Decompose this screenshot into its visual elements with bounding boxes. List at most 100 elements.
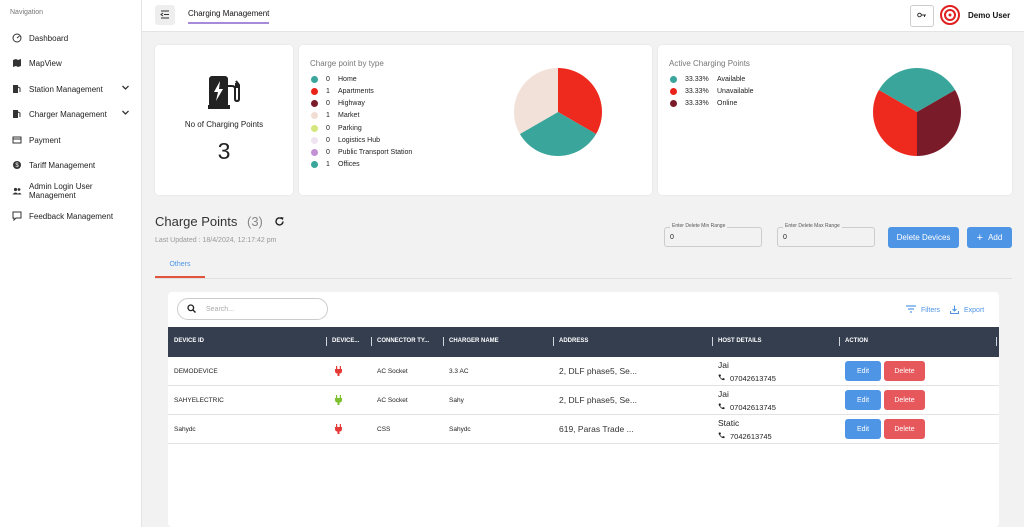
page-tab-charging-management[interactable]: Charging Management — [188, 9, 270, 24]
charger-name: 3.3 AC — [449, 368, 469, 375]
charging-points-label: No of Charging Points — [184, 120, 264, 129]
charger-icon — [12, 109, 22, 119]
type-pie-chart — [514, 68, 602, 156]
column-header-device-status[interactable]: DEVICE... — [332, 338, 360, 344]
chevron-down-icon[interactable] — [121, 108, 130, 119]
column-separator[interactable] — [326, 337, 327, 346]
legend-dot — [670, 76, 677, 83]
column-header-device-id[interactable]: DEVICE ID — [174, 338, 205, 344]
legend-item: 1 Offices — [311, 161, 360, 168]
active-charging-points-card: Active Charging Points 33.33% Available … — [658, 45, 1012, 195]
legend-dot — [311, 137, 318, 144]
legend-label: Public Transport Station — [338, 149, 413, 156]
charger-name: Sahydc — [449, 426, 471, 433]
edit-button[interactable]: Edit — [845, 390, 881, 410]
export-label: Export — [964, 307, 985, 314]
pie-slice-market — [514, 68, 558, 134]
charge-points-table-card: Search... Filters Export DEVICE ID DEVIC… — [168, 292, 999, 527]
delete-devices-button[interactable]: Delete Devices — [888, 227, 959, 248]
legend-item: 1 Apartments — [311, 88, 374, 95]
sidebar-item-payment[interactable]: Payment — [12, 133, 140, 147]
edit-button[interactable]: Edit — [845, 419, 881, 439]
gauge-icon — [12, 33, 22, 43]
sidebar-item-dashboard[interactable]: Dashboard — [12, 31, 140, 45]
sidebar-item-admin-login-user-management[interactable]: Admin Login User Management — [12, 182, 140, 200]
pie-slice-apartments — [558, 68, 602, 134]
legend-item: 0 Public Transport Station — [311, 149, 412, 156]
last-updated: Last Updated : 18/4/2024, 12:17:42 pm — [155, 237, 277, 244]
host-phone-number: 7042613745 — [730, 432, 772, 441]
table-header: DEVICE ID DEVICE... CONNECTOR TY... CHAR… — [168, 327, 999, 357]
sidebar-item-label: Dashboard — [29, 33, 69, 43]
user-name[interactable]: Demo User — [968, 11, 1011, 20]
column-separator[interactable] — [996, 337, 997, 346]
column-separator[interactable] — [553, 337, 554, 346]
search-input[interactable]: Search... — [177, 298, 328, 320]
column-header-action[interactable]: ACTION — [845, 338, 868, 344]
sidebar-item-feedback-management[interactable]: Feedback Management — [12, 209, 140, 223]
table-row[interactable]: DEMODEVICE AC Socket 3.3 AC 2, DLF phase… — [168, 357, 999, 386]
pie-slice-unavailable — [873, 90, 917, 156]
card-icon — [12, 135, 22, 145]
column-separator[interactable] — [839, 337, 840, 346]
column-header-address[interactable]: ADDRESS — [559, 338, 589, 344]
host-phone: 07042613745 — [718, 403, 776, 412]
legend-dot — [670, 100, 677, 107]
key-button[interactable] — [910, 5, 934, 27]
legend-count: 0 — [326, 125, 330, 132]
delete-button[interactable]: Delete — [884, 390, 925, 410]
sidebar-item-station-management[interactable]: Station Management — [12, 82, 140, 96]
host-phone-number: 07042613745 — [730, 374, 776, 383]
export-button[interactable]: Export — [949, 305, 985, 316]
delete-button[interactable]: Delete — [884, 361, 925, 381]
pie-slice-online — [917, 90, 961, 156]
host-name: Jai — [718, 389, 729, 399]
table-row[interactable]: Sahydc CSS Sahydc 619, Paras Trade ... S… — [168, 415, 999, 444]
active-pie-chart — [873, 68, 961, 156]
legend-count: 0 — [326, 76, 330, 83]
column-header-charger-name[interactable]: CHARGER NAME — [449, 338, 499, 344]
nav-title: Navigation — [10, 9, 44, 16]
legend-count: 0 — [326, 100, 330, 107]
table-row[interactable]: SAHYELECTRIC AC Socket Sahy 2, DLF phase… — [168, 386, 999, 415]
filters-button[interactable]: Filters — [906, 305, 940, 315]
column-header-host-details[interactable]: HOST DETAILS — [718, 338, 762, 344]
delete-min-range-field[interactable]: Enter Delete Min Range 0 — [664, 223, 762, 247]
sidebar-item-charger-management[interactable]: Charger Management — [12, 107, 140, 121]
legend-percent: 33.33% — [685, 100, 709, 107]
legend-count: 1 — [326, 112, 330, 119]
charge-points-count: (3) — [247, 214, 263, 229]
tab-others[interactable]: Others — [155, 258, 205, 278]
legend-label: Available — [717, 76, 746, 83]
column-separator[interactable] — [371, 337, 372, 346]
pie-slice-offices — [519, 112, 597, 156]
column-separator[interactable] — [712, 337, 713, 346]
add-button[interactable]: + Add — [967, 227, 1012, 248]
add-label: Add — [988, 233, 1003, 242]
phone-icon — [718, 432, 725, 441]
menu-toggle-button[interactable] — [155, 5, 175, 25]
chevron-down-icon[interactable] — [121, 83, 130, 94]
host-name: Jai — [718, 360, 729, 370]
legend-count: 0 — [326, 137, 330, 144]
legend-dot — [311, 112, 318, 119]
tab-divider — [155, 278, 1012, 279]
refresh-icon[interactable] — [274, 216, 285, 229]
sidebar-item-mapview[interactable]: MapView — [12, 56, 140, 70]
sidebar-item-tariff-management[interactable]: $ Tariff Management — [12, 158, 140, 172]
device-id: Sahydc — [174, 426, 196, 433]
delete-max-range-field[interactable]: Enter Delete Max Range 0 — [777, 223, 875, 247]
field-value[interactable]: 0 — [670, 234, 674, 241]
legend-label: Market — [338, 112, 360, 119]
user-logo-icon[interactable] — [940, 5, 960, 25]
edit-button[interactable]: Edit — [845, 361, 881, 381]
legend-dot — [311, 125, 318, 132]
delete-button[interactable]: Delete — [884, 419, 925, 439]
field-value[interactable]: 0 — [783, 234, 787, 241]
legend-item: 1 Market — [311, 112, 359, 119]
charge-point-by-type-card: Charge point by type 0 Home 1 Apartments… — [299, 45, 652, 195]
svg-text:$: $ — [15, 163, 19, 169]
column-header-connector-type[interactable]: CONNECTOR TY... — [377, 338, 430, 344]
column-separator[interactable] — [443, 337, 444, 346]
filter-icon — [906, 305, 916, 315]
